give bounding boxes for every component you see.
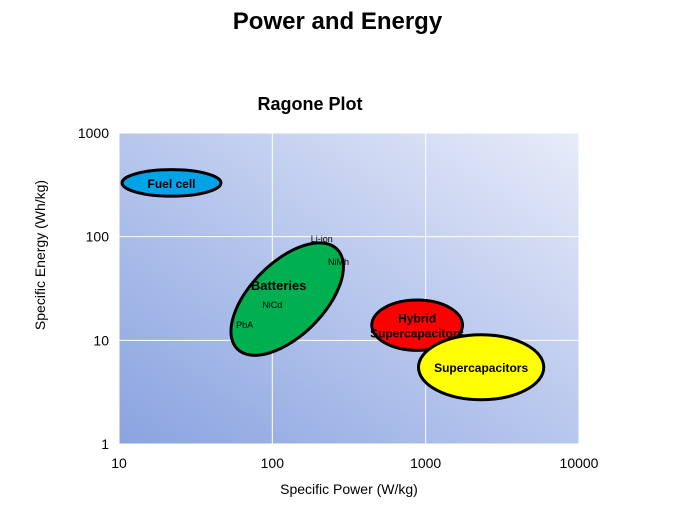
y-tick-label: 100 [86, 229, 110, 245]
y-axis-title: Specific Energy (Wh/kg) [32, 180, 48, 330]
sub-label-nimh: NiMh [328, 257, 349, 267]
region-label-batteries: Batteries [251, 278, 307, 293]
sub-label-li-ion: Li-ion [311, 234, 333, 244]
region-label-hybrid-supercapacitors: Supercapacitors [370, 327, 464, 341]
y-tick-label: 1000 [78, 125, 109, 141]
x-tick-label: 1000 [410, 455, 441, 471]
y-tick-label: 10 [93, 332, 109, 348]
slide-title: Power and Energy [232, 8, 443, 35]
region-supercapacitors [417, 333, 546, 402]
x-tick-label: 10 [111, 455, 127, 471]
chart-title: Ragone Plot [257, 94, 362, 114]
y-tick-label: 1 [101, 436, 109, 452]
region-fuel-cell [120, 168, 223, 198]
region-label-fuel-cell: Fuel cell [147, 177, 195, 191]
region-label-supercapacitors: Supercapacitors [434, 361, 528, 375]
region-hybrid-supercapacitors [370, 298, 465, 352]
x-tick-label: 100 [261, 455, 285, 471]
sub-label-nicd: NiCd [262, 300, 282, 310]
regions: Fuel cellBatteriesHybridSupercapacitorsS… [120, 168, 546, 402]
sub-label-pba: PbA [236, 320, 253, 330]
region-label-hybrid-supercapacitors: Hybrid [398, 312, 436, 326]
x-tick-label: 10000 [560, 455, 599, 471]
x-axis-title: Specific Power (W/kg) [280, 481, 418, 497]
grid-lines [118, 132, 580, 445]
region-batteries [229, 241, 345, 357]
